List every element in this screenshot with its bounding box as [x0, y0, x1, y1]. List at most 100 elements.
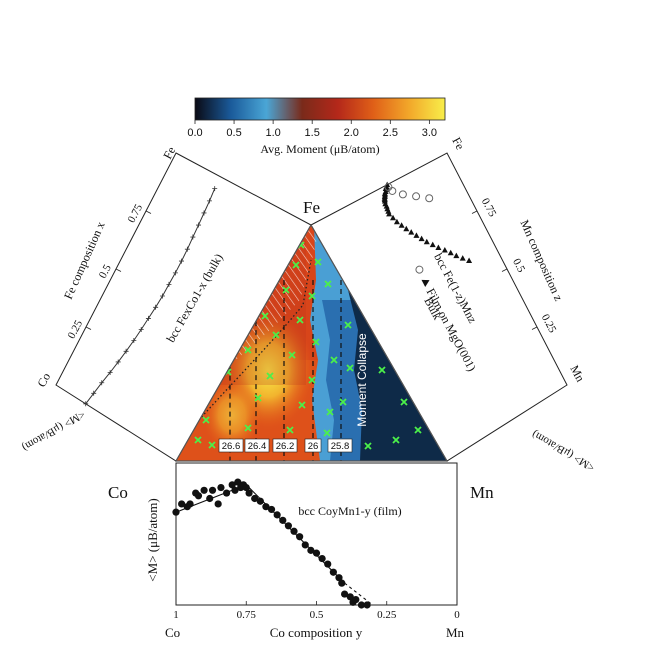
panel-fe-mn-film-point	[459, 255, 466, 261]
ternary-sample-marker	[414, 426, 422, 434]
panel-fe-mn-ylabel: <M> (μB/atom)	[530, 428, 597, 474]
panel-fe-mn-film-point	[408, 229, 415, 235]
panel-fe-co-tick	[115, 268, 122, 272]
panel-fe-mn-film-point	[466, 257, 473, 264]
ternary-isoline-label: 25.8	[331, 441, 350, 452]
panel-fe-co-tick	[85, 326, 92, 330]
panel-fe-co-point	[83, 401, 89, 407]
ternary-sample-marker	[339, 398, 347, 406]
panel-fe-mn-plot	[381, 181, 473, 264]
ternary-sample-marker	[308, 376, 316, 384]
panel-fe-co-tick-label: 0.75	[126, 202, 146, 225]
ternary-sample-marker	[282, 286, 290, 294]
ternary: 26.6 26.4 26.2 26 25.8 Moment Collapse Fe	[174, 198, 449, 462]
panel-co-mn-point	[222, 489, 231, 497]
panel-co-mn-point	[200, 486, 208, 494]
panel-co-mn-plot	[172, 478, 374, 609]
ternary-isoline-label: 26.4	[248, 441, 267, 452]
ternary-sample-marker	[202, 416, 210, 424]
panel-fe-co-ylabel: <M> (μB/atom)	[20, 408, 87, 454]
corner-fe-right: Fe	[449, 135, 467, 152]
panel-co-mn-point	[329, 568, 337, 576]
colorbar-ticks: 0.0 0.5 1.0 1.5 2.0 2.5 3.0	[187, 120, 437, 139]
ternary-sample-marker	[298, 401, 306, 409]
colorbar-tick-label: 2.5	[383, 127, 398, 139]
corner-co-bottom: Co	[165, 625, 180, 640]
ternary-sample-marker	[323, 429, 331, 437]
ternary-sample-marker	[346, 364, 354, 372]
panel-fe-co-line	[85, 188, 216, 405]
panel-co-mn-tick-label: 0.25	[377, 609, 397, 621]
panel-fe-co-point	[178, 258, 184, 264]
ternary-sample-marker	[364, 442, 372, 450]
panel-fe-co-point	[190, 234, 196, 240]
ternary-sample-marker	[292, 261, 300, 269]
panel-fe-mn-tick-label: 0.5	[510, 257, 527, 275]
colorbar-tick-label: 1.5	[305, 127, 320, 139]
panel-co-mn-point	[234, 478, 242, 486]
ternary-sample-marker	[194, 436, 202, 444]
ternary-sample-marker	[324, 280, 332, 288]
panel-fe-co-tick-label: 0.5	[97, 262, 114, 280]
panel-fe-co-point	[99, 380, 105, 386]
panel-co-mn-point	[312, 549, 321, 557]
panel-co-mn-tick-label: 0.75	[237, 609, 257, 621]
panel-fe-mn-film-point	[435, 244, 442, 250]
colorbar-tick-label: 2.0	[344, 127, 359, 139]
panel-fe-co-point	[138, 327, 144, 333]
ternary-sample-marker	[312, 338, 320, 346]
panel-co-mn-frame	[175, 462, 458, 606]
colorbar-tick-label: 0.0	[187, 127, 202, 139]
panel-fe-mn-film-point	[398, 222, 405, 228]
panel-fe-co-point	[153, 304, 159, 310]
panel-co-mn-point	[341, 590, 349, 598]
panel-co-mn-point	[242, 483, 250, 492]
panel-fe-mn-film-point	[447, 249, 454, 256]
colorbar-bar	[194, 97, 446, 121]
panel-co-mn-point	[324, 560, 332, 568]
panel-fe-co-point	[212, 186, 218, 192]
panel-co-mn-point	[267, 505, 276, 514]
ternary-sample-marker	[261, 312, 269, 320]
ternary-sample-marker	[378, 366, 386, 374]
panel-fe-co-title: bcc FexCo1-x (bulk)	[163, 251, 225, 345]
ternary-isoline-box	[304, 438, 322, 453]
ternary-overlay-label: Moment Collapse	[355, 333, 369, 427]
ternary-isoline-label: 26.6	[222, 441, 241, 452]
ternary-sample-marker	[296, 316, 304, 324]
ternary-isoline-box	[327, 438, 353, 453]
ternary-sample-marker	[308, 292, 316, 300]
panel-co-mn-point	[194, 492, 203, 500]
panel-co-mn-point	[214, 500, 222, 508]
panel-co-mn-title: bcc CoyMn1-y (film)	[298, 504, 401, 518]
panel-co-mn-point	[208, 486, 217, 494]
panel-fe-co-point	[206, 198, 212, 204]
panel-fe-co-point	[172, 270, 178, 276]
panel-co-mn-point	[346, 593, 354, 601]
panel-fe-mn-bulk-point	[388, 186, 397, 195]
panel-co-mn-point	[186, 500, 194, 508]
panel-fe-mn-film-point	[393, 218, 400, 225]
ternary-isoline-box	[218, 438, 244, 453]
panel-co-mn-point	[172, 508, 180, 516]
panel-co-mn-point	[318, 554, 326, 563]
colorbar-tick-label: 1.0	[265, 127, 280, 139]
colorbar: 0.0 0.5 1.0 1.5 2.0 2.5 3.0 Avg. Moment (μB/at…	[187, 97, 446, 156]
panel-co-mn-point	[231, 486, 239, 494]
panel-co-mn-point	[262, 503, 270, 511]
legend-film-marker	[421, 279, 430, 287]
corner-mn-large: Mn	[470, 483, 494, 502]
panel-fe-co-point	[131, 338, 137, 344]
panel-fe-mn-film-point	[386, 210, 393, 217]
panel-fe-mn-film-point	[381, 197, 388, 204]
panel-co-mn-point	[290, 527, 298, 535]
panel-fe-mn-tick	[531, 326, 538, 330]
corner-fe-left: Fe	[160, 144, 178, 161]
panel-co-mn-point	[335, 574, 343, 582]
panel-fe-mn-bulk-point	[412, 192, 421, 201]
panel-fe-co-tick-label: 0.25	[66, 318, 86, 341]
panel-fe-mn-tick-label: 0.75	[479, 196, 499, 219]
panel-fe-co-point	[145, 315, 151, 321]
ternary-sample-marker	[330, 356, 338, 364]
